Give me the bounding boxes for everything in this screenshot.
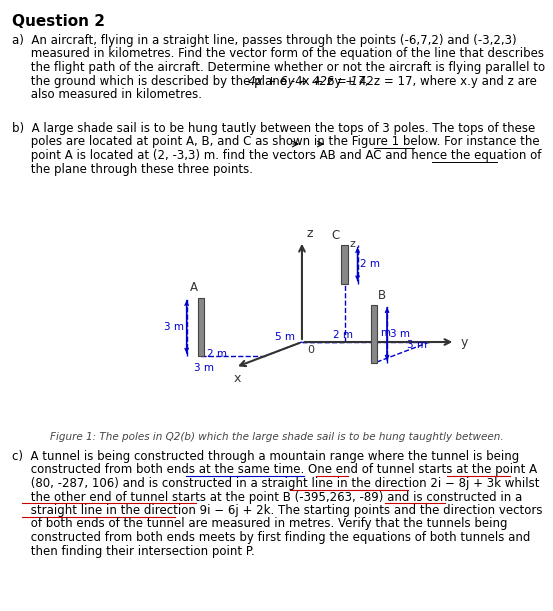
Text: also measured in kilometres.: also measured in kilometres. [12, 88, 202, 101]
Text: the ground which is described by the plane -4x + 6y + 42z = 17, where x.y and z : the ground which is described by the pla… [12, 75, 537, 87]
Text: c)  A tunnel is being constructed through a mountain range where the tunnel is b: c) A tunnel is being constructed through… [12, 450, 519, 463]
Text: 3 m: 3 m [407, 340, 427, 349]
Text: 2 m: 2 m [207, 349, 227, 359]
Text: measured in kilometres. Find the vector form of the equation of the line that de: measured in kilometres. Find the vector … [12, 48, 544, 60]
Text: 2 m: 2 m [333, 330, 353, 340]
Text: the flight path of the aircraft. Determine whether or not the aircraft is flying: the flight path of the aircraft. Determi… [12, 61, 545, 74]
Text: Figure 1: The poles in Q2(b) which the large shade sail is to be hung taughtly b: Figure 1: The poles in Q2(b) which the l… [50, 432, 503, 442]
Text: constructed from both ends meets by first finding the equations of both tunnels : constructed from both ends meets by firs… [12, 531, 530, 544]
Text: the other end of tunnel starts at the point B (-395,263, -89) and is constructed: the other end of tunnel starts at the po… [12, 491, 522, 503]
Text: 3 m: 3 m [164, 322, 184, 332]
Text: y: y [460, 335, 468, 348]
Text: then finding their intersection point P.: then finding their intersection point P. [12, 544, 255, 557]
Text: A: A [190, 282, 197, 295]
Text: B: B [378, 289, 387, 302]
Text: z: z [306, 227, 312, 240]
Text: -4x + 6y + 42z = 17,: -4x + 6y + 42z = 17, [244, 75, 369, 87]
Text: straight line in the direction 9i − 6j + 2k. The starting points and the directi: straight line in the direction 9i − 6j +… [12, 504, 542, 517]
Polygon shape [341, 245, 348, 284]
Text: the plane through these three points.: the plane through these three points. [12, 163, 253, 175]
Polygon shape [371, 305, 378, 363]
Text: 0: 0 [307, 345, 314, 355]
Text: 5 m: 5 m [275, 332, 295, 342]
Text: constructed from both ends at the same time. One end of tunnel starts at the poi: constructed from both ends at the same t… [12, 464, 537, 477]
Text: Question 2: Question 2 [12, 14, 105, 29]
Text: z: z [349, 239, 355, 249]
Text: b)  A large shade sail is to be hung tautly between the tops of 3 poles. The top: b) A large shade sail is to be hung taut… [12, 122, 535, 135]
Text: 3 m: 3 m [371, 329, 391, 338]
Text: 2 m: 2 m [361, 259, 380, 269]
Text: 3 m: 3 m [390, 329, 410, 339]
Text: 3 m: 3 m [194, 363, 214, 373]
Text: x: x [233, 373, 241, 386]
Text: point A is located at (2, -3,3) m. find the vectors AB and AC and hence the equa: point A is located at (2, -3,3) m. find … [12, 149, 541, 162]
Text: a)  An aircraft, flying in a straight line, passes through the points (-6,7,2) a: a) An aircraft, flying in a straight lin… [12, 34, 517, 47]
Text: (80, -287, 106) and is constructed in a straight line in the direction 2i − 8j +: (80, -287, 106) and is constructed in a … [12, 477, 540, 490]
Polygon shape [197, 298, 205, 356]
Text: poles are located at point A, B, and C as shown in the Figure 1 below. For insta: poles are located at point A, B, and C a… [12, 136, 540, 148]
Text: of both ends of the tunnel are measured in metres. Verify that the tunnels being: of both ends of the tunnel are measured … [12, 518, 508, 530]
Text: C: C [331, 229, 340, 242]
